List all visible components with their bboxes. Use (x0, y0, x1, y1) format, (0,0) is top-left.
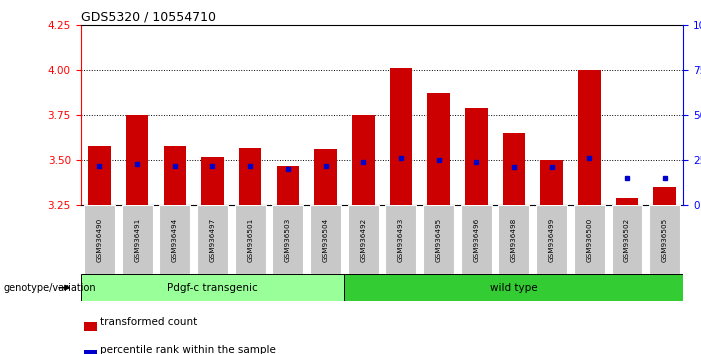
FancyBboxPatch shape (423, 205, 454, 274)
Text: GSM936493: GSM936493 (398, 218, 404, 262)
Bar (390, 68, 412, 205)
Text: GSM936490: GSM936490 (97, 218, 102, 262)
Text: GSM936505: GSM936505 (662, 218, 667, 262)
Text: GSM936500: GSM936500 (586, 218, 592, 262)
Text: Pdgf-c transgenic: Pdgf-c transgenic (167, 282, 258, 293)
Bar (163, 146, 186, 205)
Text: percentile rank within the sample: percentile rank within the sample (100, 346, 275, 354)
Text: transformed count: transformed count (100, 317, 197, 327)
Text: GSM936496: GSM936496 (473, 218, 479, 262)
Bar (239, 148, 261, 205)
Bar (465, 108, 487, 205)
FancyBboxPatch shape (310, 205, 341, 274)
FancyBboxPatch shape (461, 205, 491, 274)
Bar (653, 187, 676, 205)
FancyBboxPatch shape (273, 205, 304, 274)
FancyBboxPatch shape (498, 205, 529, 274)
FancyBboxPatch shape (649, 205, 680, 274)
Bar (84, 322, 97, 331)
Bar (615, 198, 638, 205)
FancyBboxPatch shape (574, 205, 605, 274)
Bar (428, 93, 450, 205)
Bar (88, 146, 111, 205)
Text: GSM936504: GSM936504 (322, 218, 329, 262)
Text: GSM936501: GSM936501 (247, 218, 253, 262)
Bar (277, 166, 299, 205)
Bar (578, 70, 601, 205)
FancyBboxPatch shape (235, 205, 266, 274)
Text: GSM936502: GSM936502 (624, 218, 630, 262)
Text: wild type: wild type (490, 282, 538, 293)
Bar (126, 115, 149, 205)
FancyBboxPatch shape (84, 205, 115, 274)
FancyBboxPatch shape (348, 205, 379, 274)
Text: GSM936497: GSM936497 (210, 218, 215, 262)
Bar (503, 133, 525, 205)
Text: GSM936498: GSM936498 (511, 218, 517, 262)
FancyBboxPatch shape (611, 205, 642, 274)
FancyBboxPatch shape (122, 205, 153, 274)
FancyBboxPatch shape (159, 205, 190, 274)
Text: GSM936494: GSM936494 (172, 218, 178, 262)
Bar (201, 156, 224, 205)
Text: genotype/variation: genotype/variation (4, 282, 96, 293)
Text: GSM936491: GSM936491 (134, 218, 140, 262)
Bar (81, 274, 344, 301)
Text: GDS5320 / 10554710: GDS5320 / 10554710 (81, 11, 216, 24)
Bar (84, 350, 97, 354)
Bar (314, 149, 336, 205)
Text: GSM936499: GSM936499 (549, 218, 554, 262)
FancyBboxPatch shape (536, 205, 567, 274)
FancyBboxPatch shape (386, 205, 416, 274)
Text: GSM936503: GSM936503 (285, 218, 291, 262)
FancyBboxPatch shape (197, 205, 228, 274)
Bar (344, 274, 683, 301)
Text: GSM936492: GSM936492 (360, 218, 366, 262)
Bar (540, 160, 563, 205)
Text: GSM936495: GSM936495 (435, 218, 442, 262)
Bar (352, 115, 374, 205)
